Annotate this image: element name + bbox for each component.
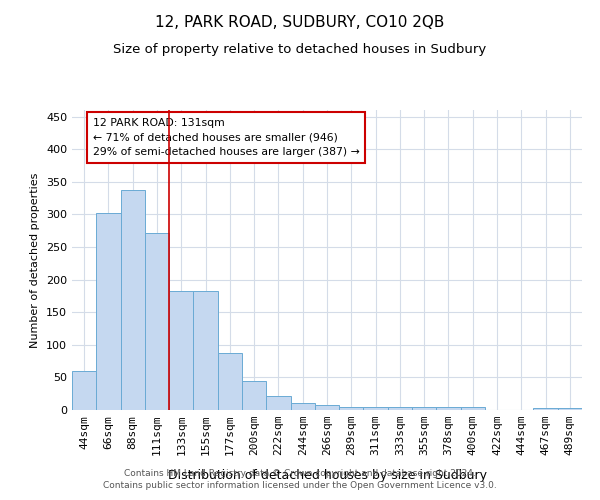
Bar bbox=[72, 371, 96, 410]
Bar bbox=[315, 406, 339, 410]
Text: 12, PARK ROAD, SUDBURY, CO10 2QB: 12, PARK ROAD, SUDBURY, CO10 2QB bbox=[155, 15, 445, 30]
Y-axis label: Number of detached properties: Number of detached properties bbox=[31, 172, 40, 348]
Bar bbox=[96, 213, 121, 410]
Bar bbox=[364, 408, 388, 410]
Bar bbox=[461, 408, 485, 410]
Bar bbox=[145, 232, 169, 410]
Bar bbox=[436, 408, 461, 410]
Bar bbox=[193, 290, 218, 410]
Text: 12 PARK ROAD: 131sqm
← 71% of detached houses are smaller (946)
29% of semi-deta: 12 PARK ROAD: 131sqm ← 71% of detached h… bbox=[92, 118, 359, 158]
Bar bbox=[266, 396, 290, 410]
Bar bbox=[412, 408, 436, 410]
Bar bbox=[169, 290, 193, 410]
X-axis label: Distribution of detached houses by size in Sudbury: Distribution of detached houses by size … bbox=[167, 469, 487, 482]
Bar bbox=[388, 408, 412, 410]
Bar bbox=[533, 408, 558, 410]
Bar bbox=[290, 403, 315, 410]
Text: Size of property relative to detached houses in Sudbury: Size of property relative to detached ho… bbox=[113, 42, 487, 56]
Bar bbox=[218, 352, 242, 410]
Bar bbox=[339, 408, 364, 410]
Bar bbox=[121, 190, 145, 410]
Bar bbox=[242, 382, 266, 410]
Bar bbox=[558, 408, 582, 410]
Text: Contains HM Land Registry data © Crown copyright and database right 2024.
Contai: Contains HM Land Registry data © Crown c… bbox=[103, 468, 497, 490]
